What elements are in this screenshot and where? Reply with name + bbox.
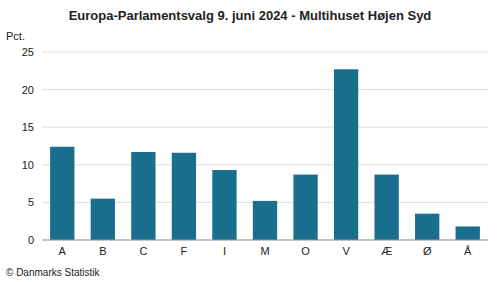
bar [91, 199, 115, 240]
title: Europa-Parlamentsvalg 9. juni 2024 - Mul… [69, 8, 432, 23]
x-tick-label: C [139, 245, 147, 257]
x-tick-label: A [59, 245, 67, 257]
y-tick-label: 20 [22, 84, 34, 96]
bar [415, 214, 439, 240]
x-tick-label: B [99, 245, 106, 257]
bar [212, 170, 236, 240]
grid-line [42, 52, 488, 53]
grid-line [42, 89, 488, 90]
x-tick-label: V [342, 245, 350, 257]
y-tick-label: 10 [22, 159, 34, 171]
grid-line [42, 240, 488, 241]
bar [253, 201, 277, 240]
y-tick-label: 5 [28, 196, 34, 208]
bar [172, 153, 196, 240]
y-axis: 0 5 10 15 20 25 [22, 46, 488, 246]
bar [456, 226, 480, 240]
chart: Europa-Parlamentsvalg 9. juni 2024 - Mul… [0, 0, 500, 282]
bar [131, 152, 155, 240]
x-tick-label: Å [464, 245, 472, 257]
x-tick-label: Æ [381, 245, 392, 257]
x-axis: ABCFIMOVÆØÅ [59, 245, 472, 257]
bar [293, 175, 317, 240]
y-tick-label: 0 [28, 234, 34, 246]
x-tick-label: Ø [423, 245, 432, 257]
y-axis-label: Pct. [6, 30, 25, 42]
y-tick-label: 25 [22, 46, 34, 58]
bar [50, 147, 74, 240]
bar [334, 69, 358, 240]
x-tick-label: I [223, 245, 226, 257]
footer: © Danmarks Statistik [6, 267, 101, 278]
x-tick-label: O [301, 245, 310, 257]
bars [50, 69, 480, 240]
x-tick-label: F [181, 245, 188, 257]
bar [374, 175, 398, 240]
y-tick-label: 15 [22, 121, 34, 133]
x-tick-label: M [260, 245, 269, 257]
grid-line [42, 164, 488, 165]
grid-line [42, 127, 488, 128]
x-axis-line [42, 240, 488, 241]
